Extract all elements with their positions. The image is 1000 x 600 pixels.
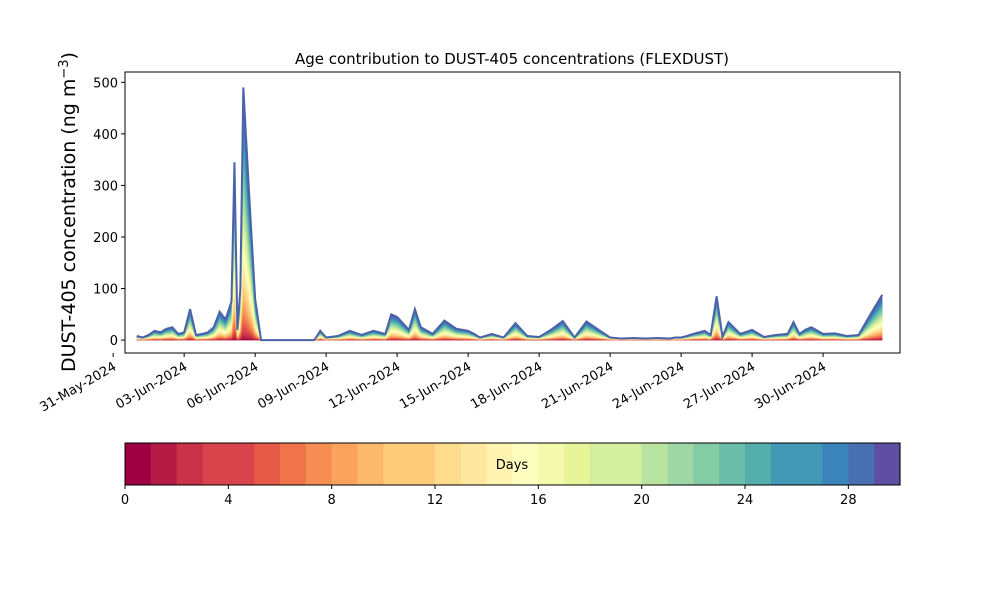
- colorbar-bin: [641, 443, 669, 485]
- x-tick-label: 21-Jun-2024: [539, 359, 616, 412]
- colorbar-bin: [150, 443, 178, 485]
- y-axis-label-superscript: −3: [57, 59, 72, 78]
- colorbar-bin: [280, 443, 307, 485]
- y-axis-label-close: ): [58, 52, 80, 59]
- x-tick-label: 27-Jun-2024: [681, 359, 758, 412]
- colorbar-bin: [435, 443, 462, 485]
- colorbar-tick-label: 28: [840, 493, 857, 508]
- colorbar-bin: [460, 443, 488, 485]
- y-tick-label: 200: [93, 231, 118, 246]
- chart-title-group: Age contribution to DUST-405 concentrati…: [295, 50, 729, 68]
- x-tick-label: 12-Jun-2024: [326, 359, 403, 412]
- colorbar-bin: [357, 443, 384, 485]
- colorbar-bin: [667, 443, 694, 485]
- y-axis-label-main: DUST-405 concentration (ng m: [58, 79, 80, 372]
- colorbar-label: Days: [496, 458, 529, 473]
- x-tick-label: 09-Jun-2024: [255, 359, 332, 412]
- colorbar-bin: [796, 443, 824, 485]
- colorbar-bin: [693, 443, 720, 485]
- colorbar-bin: [383, 443, 410, 485]
- colorbar-bin: [745, 443, 772, 485]
- colorbar-bin: [719, 443, 746, 485]
- y-tick-label: 100: [93, 283, 118, 298]
- colorbar-tick-label: 12: [427, 493, 444, 508]
- colorbar-bin: [615, 443, 643, 485]
- colorbar-bin: [305, 443, 333, 485]
- colorbar-bin: [538, 443, 565, 485]
- colorbar-tick-label: 16: [530, 493, 547, 508]
- total-concentration-line: [136, 87, 884, 342]
- x-axis: 31-May-202403-Jun-202406-Jun-202409-Jun-…: [37, 353, 829, 415]
- x-tick-label: 30-Jun-2024: [752, 359, 829, 412]
- y-tick-label: 300: [93, 179, 118, 194]
- chart-title: Age contribution to DUST-405 concentrati…: [295, 50, 729, 68]
- colorbar-bin: [822, 443, 849, 485]
- colorbar-bin: [770, 443, 798, 485]
- colorbar-bin: [409, 443, 436, 485]
- colorbar-bin: [512, 443, 539, 485]
- colorbar-bin: [254, 443, 281, 485]
- colorbar-frame: [124, 442, 901, 486]
- x-tick-label: 24-Jun-2024: [610, 359, 687, 412]
- colorbar-bin: [202, 443, 229, 485]
- colorbar-bin: [590, 443, 617, 485]
- colorbar-bin: [331, 443, 359, 485]
- x-tick-label: 18-Jun-2024: [468, 359, 545, 412]
- x-tick-label: 06-Jun-2024: [184, 359, 261, 412]
- colorbar-bin: [176, 443, 204, 485]
- plot-area-frame: [124, 71, 901, 354]
- colorbar-bin: [848, 443, 875, 485]
- y-tick-label: 400: [93, 128, 118, 143]
- colorbar-bin: [125, 443, 152, 485]
- colorbar-tick-label: 20: [633, 493, 650, 508]
- y-tick-label: 0: [110, 334, 118, 349]
- colorbar-tick-label: 0: [121, 493, 129, 508]
- y-axis: 0 100 200 300 400 500: [93, 76, 125, 349]
- colorbar-tick-label: 24: [737, 493, 754, 508]
- colorbar-bin: [228, 443, 255, 485]
- colorbar-bin: [486, 443, 514, 485]
- y-tick-label: 500: [93, 76, 118, 91]
- colorbar: 0 4 8 12 16 20 24 28: [121, 442, 901, 508]
- colorbar-tick-label: 4: [224, 493, 232, 508]
- colorbar-bin: [564, 443, 591, 485]
- y-axis-label: DUST-405 concentration (ng m−3): [57, 52, 81, 372]
- colorbar-tick-label: 8: [328, 493, 336, 508]
- x-tick-label: 15-Jun-2024: [397, 359, 474, 412]
- age-layers: [136, 87, 883, 341]
- colorbar-bin: [874, 443, 901, 485]
- x-tick-label: 03-Jun-2024: [113, 359, 190, 412]
